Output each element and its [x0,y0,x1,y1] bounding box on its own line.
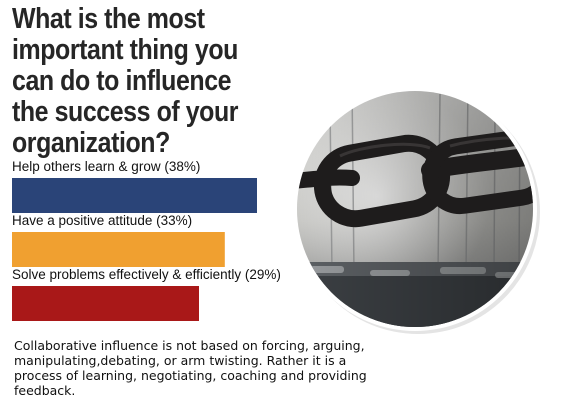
collaborative-influence-note: Collaborative influence is not based on … [14,338,367,398]
bar-3 [12,286,199,321]
bar-1 [12,178,257,213]
chain-link-photo [293,87,540,334]
poll-question-title: What is the most important thing you can… [12,3,239,159]
bar-label-1: Help others learn & grow (38%) [12,159,200,174]
bar-label-2: Have a positive attitude (33%) [12,213,192,228]
bar-label-3: Solve problems effectively & efficiently… [12,267,281,282]
poll-bars-group: Help others learn & grow (38%) Have a pos… [12,159,281,321]
bar-2 [12,232,225,267]
